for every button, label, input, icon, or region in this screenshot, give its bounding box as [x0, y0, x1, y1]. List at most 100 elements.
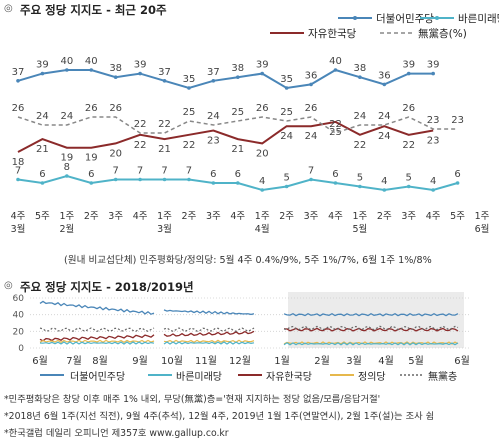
series2-line-justice — [39, 339, 155, 344]
data-label-dem: 35 — [183, 74, 196, 85]
x-tick-label: 4주 — [133, 211, 148, 222]
series2-line-bareun — [283, 342, 459, 346]
series1-point-dem — [235, 75, 240, 79]
x-tick-label: 3주 — [108, 211, 123, 222]
data-label-jayu: 21 — [231, 144, 244, 155]
x-tick-label: 1주 — [352, 211, 367, 222]
x-tick-label-2: 5월 — [408, 355, 424, 367]
data-label-bareun: 6 — [210, 169, 216, 180]
data-label-indep: 26 — [109, 103, 122, 114]
data-label-jayu: 24 — [280, 131, 293, 142]
series2-line-dem — [283, 312, 459, 317]
series1-point-dem — [89, 68, 94, 72]
series1-line-indep — [17, 116, 458, 134]
data-label-dem: 37 — [158, 67, 171, 78]
series1-point-bareun — [138, 177, 142, 182]
x-tick-label-2: 6월 — [32, 355, 48, 367]
x-tick-label: 4주 — [328, 211, 343, 222]
y-tick-label: 0 — [18, 344, 24, 354]
x-tick-label-2: 12월 — [229, 355, 251, 367]
legend1-label-3: 無黨층(%) — [418, 27, 467, 40]
data-label-indep: 24 — [36, 111, 49, 122]
legend2-justice-label: 정의당 — [358, 372, 386, 383]
data-label-bareun: 5 — [283, 173, 289, 184]
chart2-legend: 더불어민주당 바른미래당 자유한국당 정의당 無黨층 — [0, 368, 499, 384]
x-tick-label: 3월 — [11, 223, 26, 235]
series1-point-bareun — [309, 177, 313, 182]
data-label-dem: 40 — [60, 56, 73, 67]
data-label-jayu: 22 — [183, 140, 196, 151]
series1-point-bareun — [406, 184, 411, 189]
x-tick-label: 2주 — [279, 211, 294, 222]
x-tick-label: 2월 — [59, 223, 74, 235]
data-label-jayu: 25 — [329, 127, 342, 138]
data-label-indep: 24 — [354, 111, 367, 122]
series1-point-bareun — [431, 188, 435, 192]
x-tick-label: 4주 — [426, 211, 441, 222]
series2-line-bareun — [163, 341, 255, 345]
series1-point-dem — [40, 71, 45, 76]
series1-point-dem — [260, 71, 265, 76]
series2-line-bareun — [39, 341, 155, 345]
data-label-indep: 26 — [12, 103, 25, 114]
y-tick-label: 40 — [13, 311, 25, 321]
series1-line-jayu — [17, 120, 434, 153]
data-label-bareun: 6 — [332, 169, 338, 180]
series1-point-dem — [16, 79, 20, 83]
series1-point-bareun — [211, 181, 216, 185]
x-tick-label: 3월 — [157, 223, 172, 235]
x-tick-label: 4주 — [11, 211, 26, 222]
data-label-bareun: 8 — [64, 162, 70, 173]
series1-point-bareun — [235, 181, 240, 185]
series1-point-bareun — [40, 181, 45, 185]
legend1-label-2: 자유한국당 — [308, 28, 357, 40]
x-tick-label-2: 8월 — [92, 355, 108, 367]
series1-point-dem — [211, 79, 216, 83]
data-label-indep: 26 — [402, 103, 415, 114]
data-label-dem: 40 — [329, 56, 342, 67]
series1-point-bareun — [187, 177, 191, 182]
x-tick-label: 2주 — [182, 211, 197, 222]
x-tick-label-2: 3월 — [346, 355, 362, 367]
data-label-dem: 39 — [402, 60, 415, 71]
legend2-jayu-swatch — [238, 374, 262, 376]
data-label-dem: 39 — [256, 60, 269, 71]
series1-point-bareun — [455, 181, 460, 185]
x-tick-label: 1주 — [157, 211, 172, 222]
data-label-dem: 39 — [427, 60, 440, 71]
series1-point-bareun — [16, 177, 20, 182]
data-label-indep: 22 — [158, 119, 171, 130]
legend2-bareun-swatch — [148, 374, 172, 376]
data-label-indep: 25 — [231, 107, 244, 118]
data-label-bareun: 6 — [454, 169, 460, 180]
data-label-dem: 37 — [12, 67, 25, 78]
series1-point-dem — [431, 71, 435, 76]
data-label-indep: 24 — [207, 111, 220, 122]
legend2-dem-swatch — [40, 374, 64, 376]
legend1-label-1: 바른미래당 — [458, 13, 499, 25]
x-tick-label: 2주 — [377, 211, 392, 222]
series2-line-indep — [163, 327, 255, 332]
x-tick-label-2: 6월 — [454, 355, 470, 367]
series1-point-bareun — [65, 174, 69, 178]
data-label-bareun: 5 — [357, 173, 363, 184]
data-label-dem: 38 — [231, 63, 244, 74]
data-label-jayu: 20 — [256, 148, 269, 159]
data-label-jayu: 21 — [36, 144, 49, 155]
data-label-dem: 40 — [85, 56, 98, 67]
legend1-marker-0 — [353, 16, 357, 20]
series1-point-bareun — [162, 177, 167, 182]
data-label-jayu: 22 — [134, 140, 147, 151]
x-tick-label: 6월 — [475, 223, 490, 235]
data-label-indep: 22 — [134, 119, 147, 130]
x-tick-label-2: 10월 — [161, 355, 183, 367]
data-label-jayu: 24 — [305, 131, 318, 142]
data-label-indep: 24 — [378, 111, 391, 122]
data-label-indep: 23 — [427, 115, 440, 126]
series1-point-bareun — [382, 188, 387, 192]
series1-point-bareun — [113, 177, 118, 182]
data-label-indep: 22 — [329, 119, 342, 130]
data-label-indep: 26 — [85, 103, 98, 114]
note-2: *2018년 6월 1주(지선 직전), 9월 4주(추석), 12월 4주, … — [4, 411, 435, 422]
series1-point-dem — [406, 71, 411, 76]
